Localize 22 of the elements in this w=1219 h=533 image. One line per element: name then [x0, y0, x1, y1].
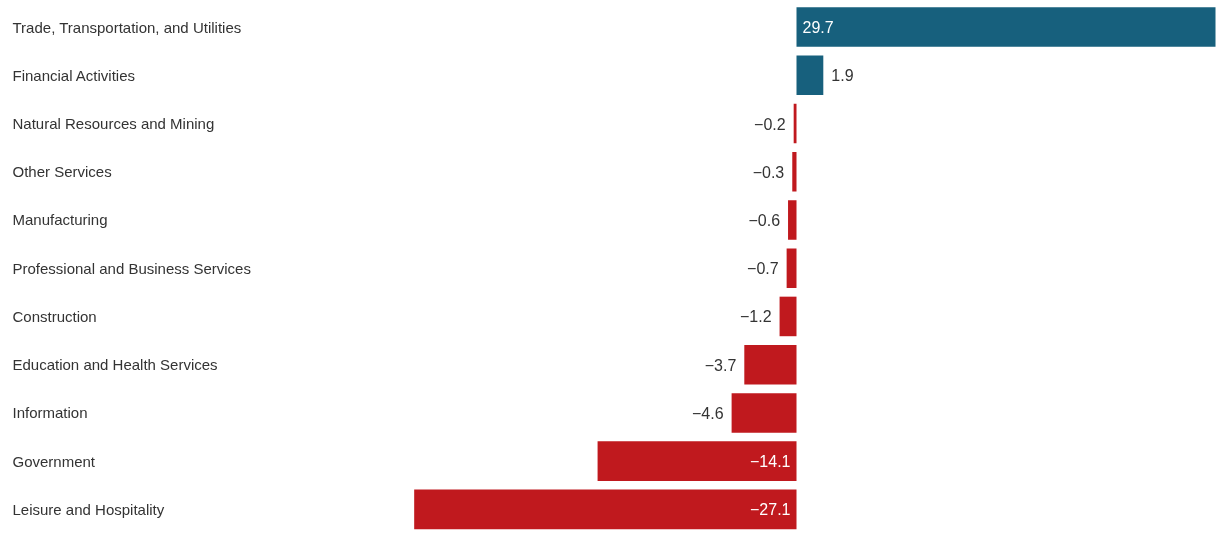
y-tick-label: Manufacturing: [12, 211, 108, 229]
data-label: −27.1: [750, 501, 791, 519]
y-tick-label: Leisure and Hospitality: [12, 500, 165, 518]
data-label: −0.3: [752, 163, 785, 181]
data-label: −0.7: [747, 260, 779, 278]
y-tick-label: Trade, Transportation, and Utilities: [12, 18, 242, 36]
y-tick-label: Other Services: [12, 163, 112, 181]
data-label: −0.6: [748, 211, 781, 229]
y-tick-label: Construction: [12, 307, 97, 325]
data-label: −14.1: [750, 453, 791, 471]
y-tick-label: Financial Activities: [12, 66, 136, 84]
data-label: 1.9: [831, 67, 854, 85]
data-label: −4.6: [692, 404, 724, 422]
y-tick-label: Information: [12, 404, 88, 422]
y-tick-label: Education and Health Services: [12, 356, 218, 374]
data-label: −1.2: [739, 308, 772, 326]
y-tick-label: Professional and Business Services: [12, 259, 251, 277]
data-label: −0.2: [754, 115, 786, 133]
y-tick-label: Natural Resources and Mining: [12, 115, 215, 132]
data-label: −3.7: [704, 356, 737, 374]
data-label: 29.7: [802, 19, 834, 37]
y-tick-label: Government: [12, 452, 96, 470]
